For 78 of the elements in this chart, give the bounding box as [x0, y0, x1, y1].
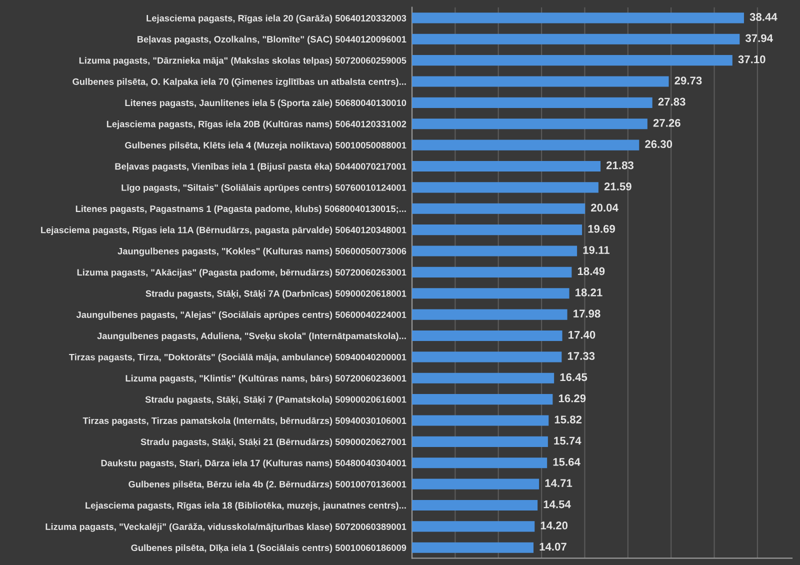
y-tick-label: Gulbenes pilsēta, Bērzu iela 4b (2. Bērnudārzs) 50010070136001	[128, 480, 406, 490]
y-tick-label: Lejasciema pagasts, Rīgas iela 20 (Garāža) 50640120332003	[146, 14, 406, 24]
bar	[412, 500, 538, 511]
y-tick-label: Lizuma pagasts, "Dārznieka māja" (Makslas skolas telpas) 50720060259005	[79, 56, 406, 66]
data-label: 17.98	[574, 310, 600, 318]
data-label: 20.04	[591, 204, 618, 212]
data-label: 17.33	[568, 352, 595, 360]
bar	[412, 246, 578, 256]
y-tick-label: Lizuma pagasts, "Akācijas" (Pagasta padome, bērnudārzs) 50720060263001	[77, 268, 406, 278]
y-tick-label: Jaungulbenes pagasts, "Kokles" (Kulturas nams) 50600050073006	[118, 248, 406, 256]
bar	[412, 542, 534, 553]
data-label: 21.83	[606, 161, 634, 170]
y-tick-label: Stradu pagasts, Stāķi, Stāķi 21 (Bērnudārzs) 50900020627001	[140, 438, 406, 448]
data-label: 26.30	[645, 140, 672, 148]
data-label: 19.69	[588, 224, 615, 233]
data-label: 15.82	[554, 416, 582, 424]
y-tick-label: Lizuma pagasts, "Klintis" (Kultūras nams, bārs) 50720060236001	[126, 374, 406, 384]
bar	[412, 415, 549, 426]
data-label: 18.49	[578, 267, 605, 276]
bar	[412, 352, 562, 362]
y-tick-label: Gulbenes pilsēta, O. Kalpaka iela 70 (Ģimenes izglītības un atbalsta centrs)...	[72, 78, 406, 87]
y-tick-label: Stradu pagasts, Stāķi, Stāķi 7 (Pamatskola) 50900020616001	[145, 396, 406, 405]
bar	[412, 203, 586, 214]
data-label: 14.07	[540, 542, 566, 551]
data-label: 16.45	[560, 373, 588, 382]
data-label: 27.83	[658, 98, 686, 106]
y-tick-label: Beļavas pagasts, Ozolkalns, "Blomīte" (SAC) 50440120096001	[138, 36, 406, 44]
y-tick-label: Gulbenes pilsēta, Dīķa iela 1 (Sociālais centrs) 50010060186009	[131, 544, 406, 553]
y-tick-label: Lejasciema pagasts, Rīgas iela 11A (Bērnudārzs, pagasta pārvalde) 50640120348001	[41, 226, 406, 236]
y-tick-label: Litenes pagasts, Pagastnams 1 (Pagasta padome, klubs) 50680040130015;...	[76, 205, 406, 214]
data-label: 15.64	[553, 458, 580, 466]
y-tick-label: Daukstu pagasts, Stari, Dārza iela 17 (Kulturas nams) 50480040304001	[101, 460, 406, 468]
data-label: 27.26	[653, 118, 680, 127]
bar	[412, 309, 568, 320]
y-tick-label: Beļavas pagasts, Vienības iela 1 (Bijusī pasta ēka) 50440070217001	[115, 162, 406, 172]
bar	[412, 372, 554, 384]
bar	[412, 140, 640, 150]
data-label: 14.54	[544, 500, 571, 508]
bar	[412, 182, 598, 193]
data-label: 14.20	[540, 522, 568, 530]
data-label: 19.11	[583, 246, 610, 254]
data-label: 14.71	[545, 479, 572, 487]
bar	[412, 12, 744, 24]
bar	[412, 288, 570, 299]
data-label: 18.21	[576, 288, 602, 296]
bar	[412, 224, 582, 236]
bar	[412, 118, 648, 130]
bar	[412, 97, 652, 108]
bar	[412, 436, 548, 447]
y-tick-label: Gulbenes pilsēta, Klēts iela 4 (Muzeja noliktava) 50010050088001	[125, 142, 406, 150]
data-label: 21.59	[604, 182, 632, 190]
y-tick-label: Lejasciema pagasts, Rīgas iela 20B (Kultūras nams) 50640120331002	[106, 120, 406, 130]
data-label: 29.73	[674, 76, 702, 84]
y-tick-label: Jaungulbenes pagasts, Aduliena, "Sveķu skola" (Internātpamatskola)...	[97, 332, 406, 342]
bar	[412, 521, 535, 532]
data-label: 37.10	[738, 55, 766, 64]
y-tick-label: Tirzas pagasts, Tirzas pamatskola (Internāts, bērnudārzs) 50940030106001	[82, 417, 406, 426]
bar	[412, 330, 562, 342]
y-tick-label: Lizuma pagasts, "Veckalēji" (Garāža, vidusskola/mājturības klase) 50720060389001	[46, 523, 406, 532]
bar	[412, 458, 548, 468]
data-label: 17.40	[568, 330, 596, 339]
y-tick-label: Litenes pagasts, Jaunlitenes iela 5 (Sporta zāle) 50680040130010	[125, 99, 406, 108]
bar	[412, 160, 601, 172]
y-tick-label: Līgo pagasts, "Siltais" (Soliālais aprūpes centrs) 50760010124001	[122, 184, 406, 193]
data-label: 16.29	[558, 394, 586, 402]
bar	[412, 266, 572, 278]
y-tick-label: Stradu pagasts, Stāķi, Stāķi 7A (Darbnīcas) 50900020618001	[146, 290, 406, 299]
y-tick-label: Lejasciema pagasts, Rīgas iela 18 (Bibliotēka, muzejs, jaunatnes centrs)...	[86, 502, 406, 511]
data-label: 37.94	[745, 34, 773, 42]
data-label: 38.44	[750, 13, 778, 21]
bar	[412, 394, 553, 405]
y-tick-label: Tirzas pagasts, Tirza, "Doktorāts" (Sociālā māja, ambulance) 50940040200001	[69, 354, 406, 362]
bar	[412, 478, 540, 490]
bar	[412, 76, 669, 87]
bar	[412, 55, 732, 66]
data-label: 15.74	[554, 436, 582, 445]
y-tick-label: Jaungulbenes pagasts, "Alejas" (Sociālais aprūpes centrs) 50600040224001	[76, 311, 406, 320]
bar	[412, 34, 740, 44]
